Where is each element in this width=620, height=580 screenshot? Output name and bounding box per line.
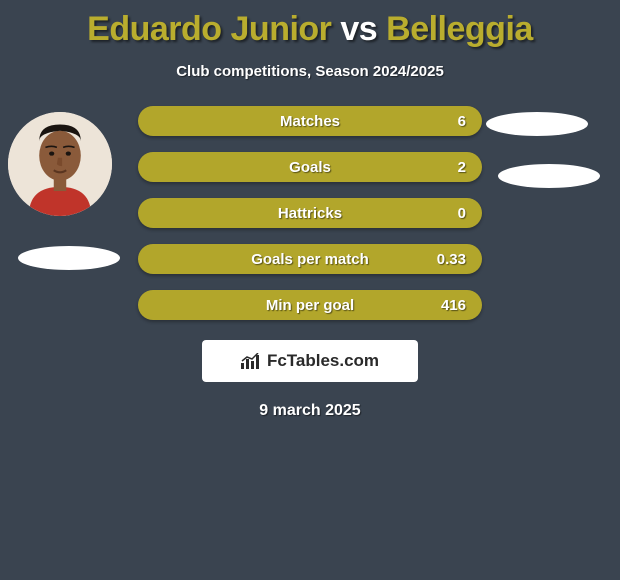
stat-label: Goals (289, 159, 331, 176)
stat-value: 0.33 (437, 251, 466, 268)
stat-row-goals-per-match: Goals per match 0.33 (138, 244, 482, 274)
title-vs: vs (340, 10, 377, 48)
chart-icon (241, 353, 263, 369)
stat-label: Hattricks (278, 205, 342, 222)
logo-text: FcTables.com (267, 351, 379, 371)
title-player1: Eduardo Junior (87, 10, 331, 48)
stat-value: 2 (458, 159, 466, 176)
stat-row-hattricks: Hattricks 0 (138, 198, 482, 228)
stat-value: 6 (458, 113, 466, 130)
stat-label: Min per goal (266, 297, 354, 314)
stat-row-matches: Matches 6 (138, 106, 482, 136)
title-player2: Belleggia (386, 10, 533, 48)
comparison-title: Eduardo Junior vs Belleggia (0, 0, 620, 49)
stat-value: 416 (441, 297, 466, 314)
subtitle: Club competitions, Season 2024/2025 (0, 63, 620, 80)
player1-name-pill (18, 246, 120, 270)
stat-row-min-per-goal: Min per goal 416 (138, 290, 482, 320)
player2-name-pill-2 (498, 164, 600, 188)
date-text: 9 march 2025 (0, 402, 620, 420)
stat-label: Matches (280, 113, 340, 130)
player2-name-pill-1 (486, 112, 588, 136)
stat-row-goals: Goals 2 (138, 152, 482, 182)
stats-list: Matches 6 Goals 2 Hattricks 0 Goals per … (138, 106, 482, 336)
stat-label: Goals per match (251, 251, 369, 268)
stat-value: 0 (458, 205, 466, 222)
player1-avatar (8, 112, 112, 216)
fctables-logo: FcTables.com (202, 340, 418, 382)
